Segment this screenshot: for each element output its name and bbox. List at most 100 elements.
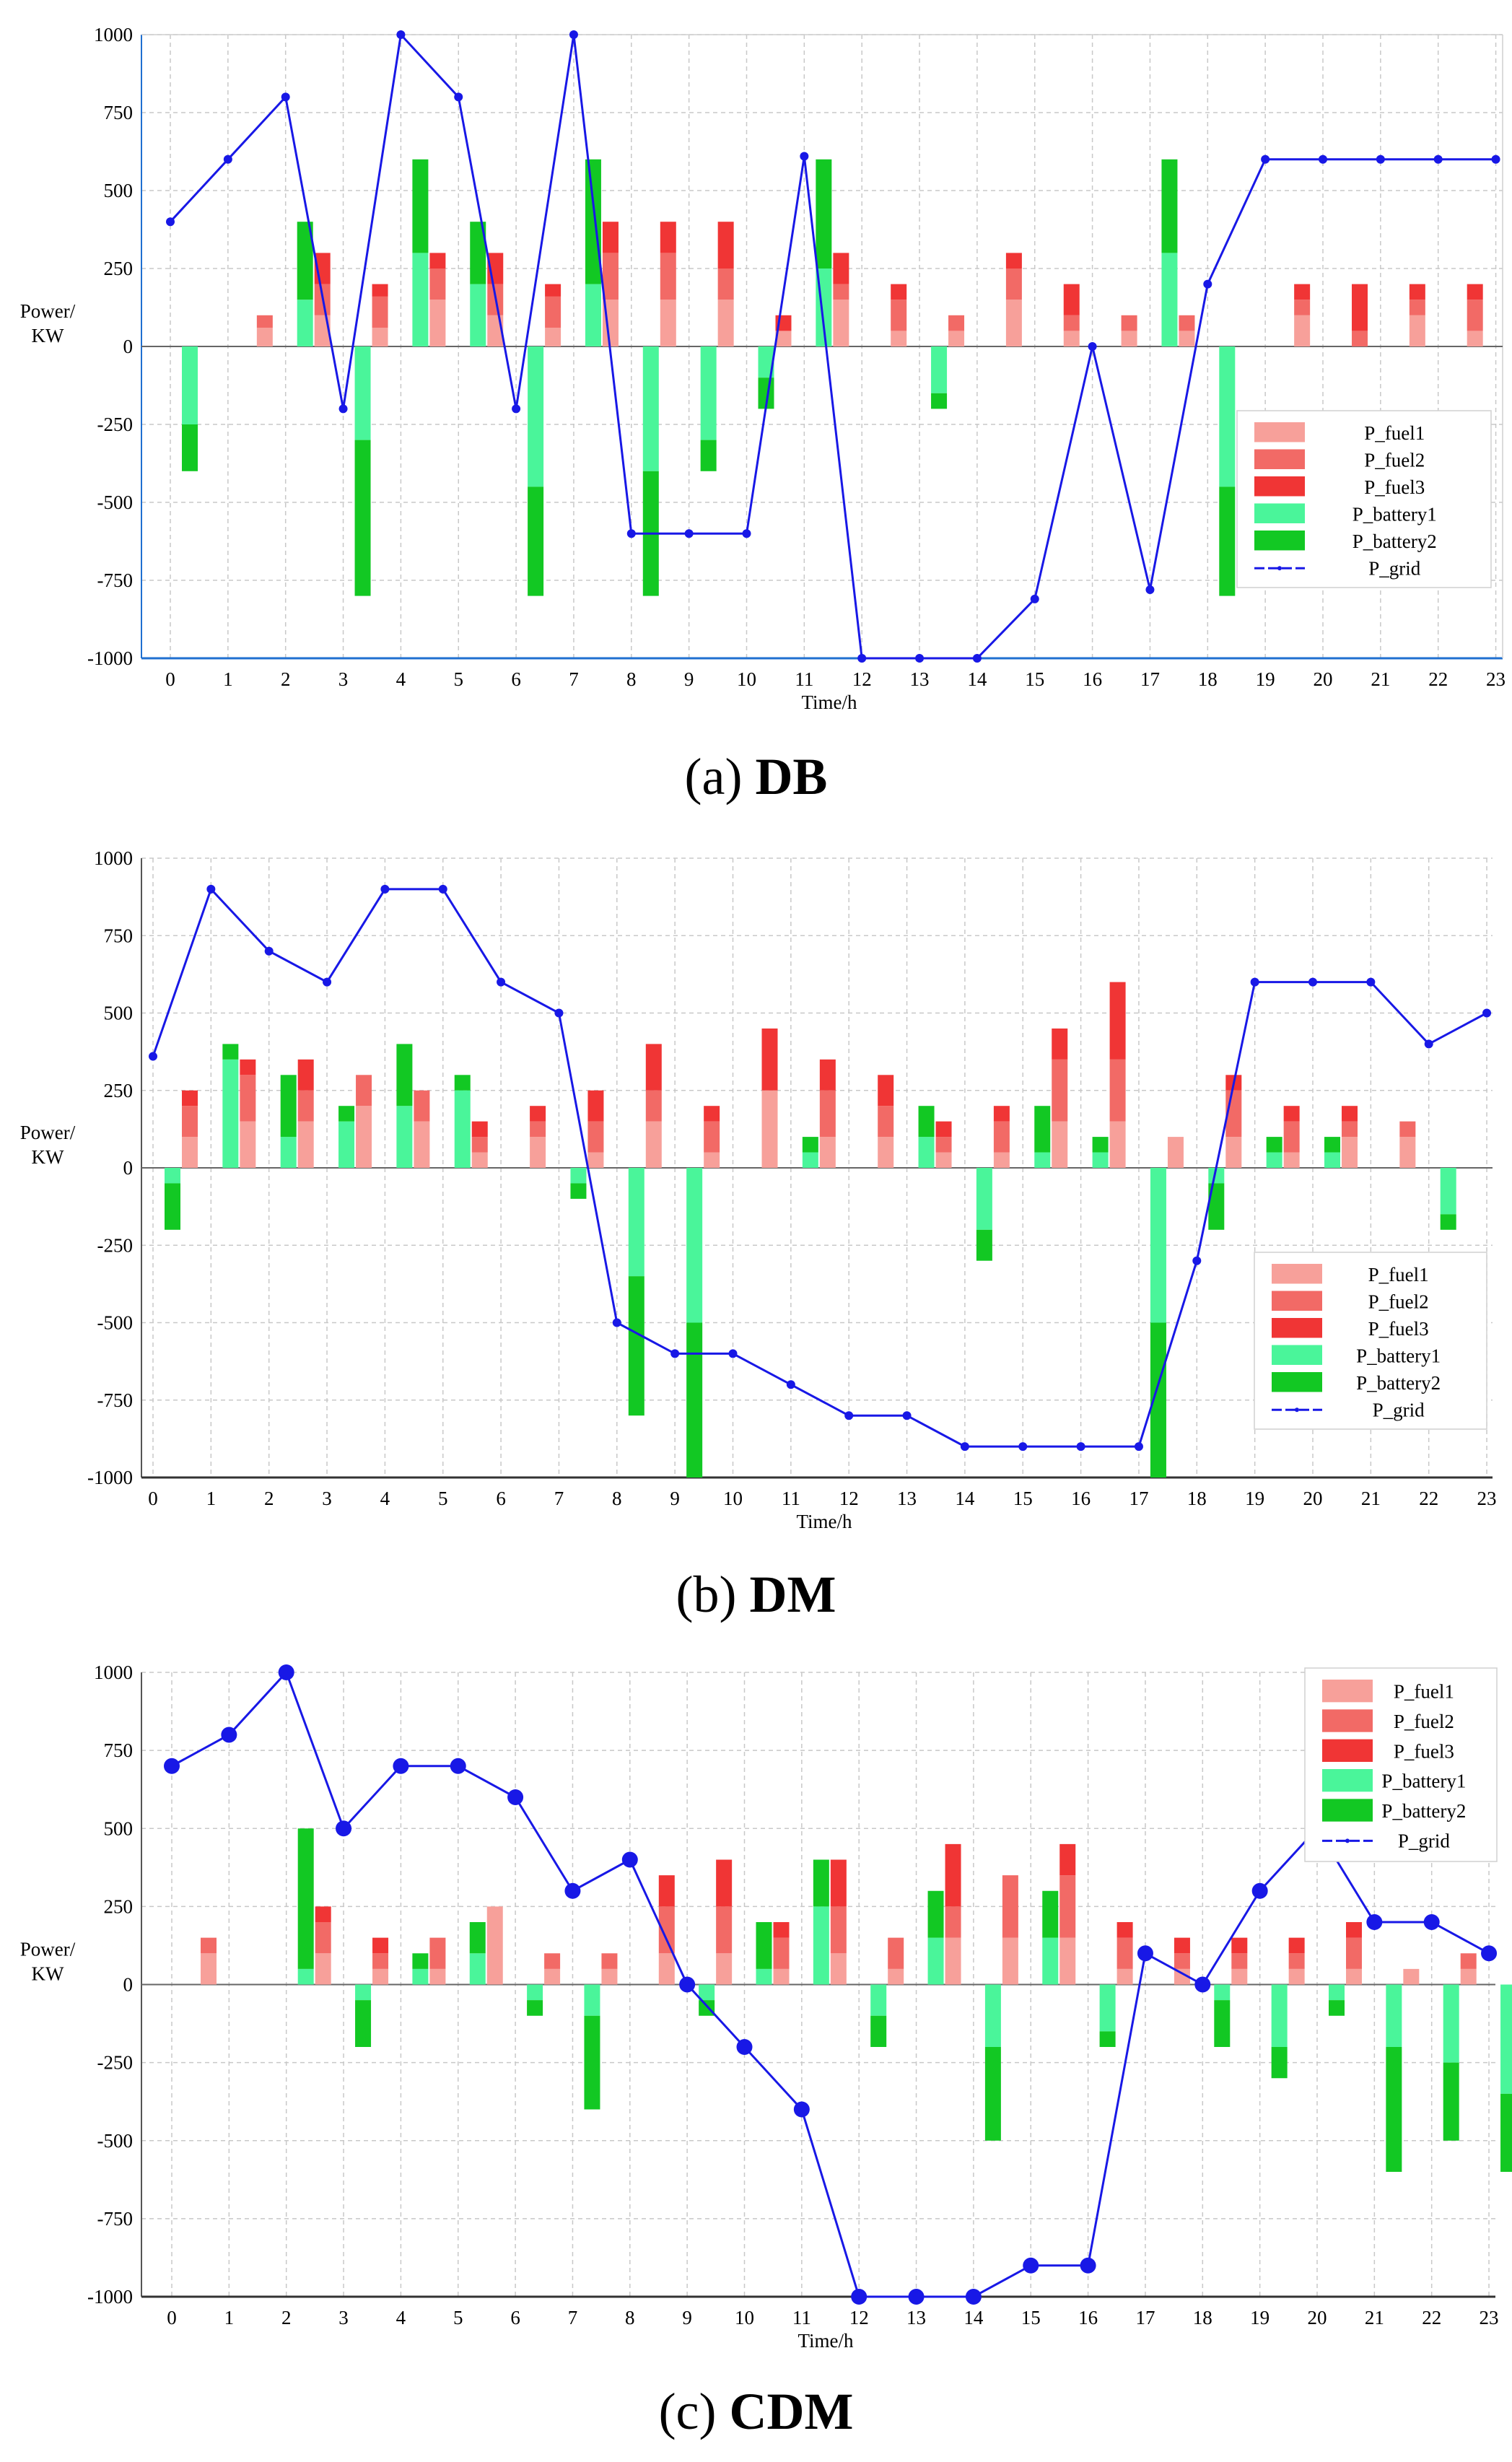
bar-p-fuel2	[182, 1106, 198, 1138]
bar-p-battery2	[686, 1322, 703, 1477]
x-tick-label: 12	[852, 668, 872, 690]
grid-power-point	[800, 152, 809, 161]
grid-power-point	[1023, 2257, 1039, 2274]
grid-power-point	[679, 1976, 696, 1993]
x-tick-label: 17	[1140, 668, 1160, 690]
bar-p-fuel1	[1283, 1152, 1300, 1168]
bar-p-fuel2	[878, 1106, 894, 1138]
x-tick-label: 16	[1071, 1488, 1091, 1509]
bar-p-fuel3	[717, 222, 734, 269]
bar-p-battery1	[182, 346, 198, 424]
bar-p-battery1	[396, 1106, 413, 1168]
bar-p-fuel1	[1346, 1968, 1362, 1985]
bar-p-fuel2	[602, 253, 619, 300]
bar-p-fuel2	[1342, 1121, 1358, 1138]
x-tick-label: 2	[281, 2307, 292, 2328]
bar-p-fuel3	[372, 1937, 389, 1954]
bar-p-fuel3	[297, 1059, 314, 1091]
grid-power-point	[786, 1380, 795, 1389]
grid-power-point	[626, 529, 636, 538]
y-tick-label: 1000	[94, 847, 133, 869]
bar-p-battery1	[1150, 1168, 1166, 1323]
x-tick-label: 20	[1303, 1488, 1323, 1509]
bar-p-battery1	[976, 1168, 992, 1230]
bar-p-battery2	[570, 1183, 587, 1199]
legend-swatch	[1272, 1291, 1322, 1311]
caption-b-letter: (b)	[676, 1566, 737, 1623]
x-tick-label: 20	[1308, 2307, 1327, 2328]
legend-swatch	[1272, 1345, 1322, 1365]
bar-p-fuel2	[530, 1121, 546, 1138]
y-axis-label-line1: Power/	[20, 300, 76, 322]
bar-p-fuel2	[1179, 315, 1195, 331]
y-tick-label: -1000	[87, 1467, 133, 1488]
bar-p-fuel1	[948, 331, 965, 346]
grid-power-point	[1491, 154, 1500, 164]
caption-a: (a) DB	[0, 747, 1512, 807]
bar-p-fuel2	[833, 284, 849, 300]
bar-p-battery2	[1042, 1890, 1059, 1938]
bar-p-fuel3	[658, 1875, 675, 1907]
bar-p-fuel2	[773, 1937, 790, 1969]
y-axis-label-line1: Power/	[20, 1122, 76, 1143]
bar-p-fuel1	[645, 1121, 662, 1168]
bar-p-fuel2	[545, 296, 561, 328]
x-tick-label: 3	[338, 2307, 349, 2328]
x-tick-label: 10	[735, 2307, 754, 2328]
bar-p-fuel1	[704, 1152, 720, 1168]
bar-p-fuel2	[1288, 1953, 1305, 1969]
x-tick-label: 1	[206, 1488, 217, 1509]
x-tick-label: 6	[496, 1488, 506, 1509]
legend-swatch	[1322, 1739, 1373, 1762]
bar-p-fuel1	[1063, 331, 1080, 346]
bar-p-battery2	[1271, 2047, 1288, 2079]
x-tick-label: 12	[839, 1488, 859, 1509]
y-tick-label: 1000	[94, 1662, 133, 1683]
bar-p-fuel2	[429, 269, 446, 300]
bar-p-battery1	[1324, 1152, 1340, 1168]
bar-p-fuel2	[1121, 315, 1137, 331]
bar-p-battery2	[870, 2015, 887, 2047]
x-tick-label: 16	[1078, 2307, 1098, 2328]
x-tick-label: 22	[1419, 1488, 1438, 1509]
grid-power-point	[728, 1349, 738, 1358]
bar-p-battery1	[984, 1984, 1001, 2047]
bar-p-battery2	[927, 1890, 944, 1938]
bar-p-fuel3	[240, 1059, 256, 1075]
bar-p-fuel1	[1167, 1137, 1184, 1168]
y-tick-label: -250	[97, 414, 134, 435]
bar-p-fuel2	[372, 1953, 389, 1969]
bar-p-battery2	[355, 2000, 372, 2047]
bar-p-battery1	[338, 1121, 355, 1168]
bar-p-fuel1	[833, 300, 849, 346]
grid-power-point	[221, 1727, 237, 1743]
legend-label: P_fuel1	[1364, 422, 1425, 444]
x-tick-label: 14	[955, 1488, 975, 1509]
x-tick-label: 10	[723, 1488, 743, 1509]
y-axis-label-line2: KW	[32, 1963, 64, 1985]
grid-power-point	[965, 2289, 982, 2305]
caption-a-name: DB	[755, 748, 828, 806]
bar-p-battery1	[280, 1137, 297, 1168]
bar-p-fuel3	[1467, 284, 1483, 300]
bar-p-fuel2	[891, 300, 907, 331]
bar-p-fuel1	[1288, 1968, 1305, 1985]
bar-p-fuel2	[1059, 1875, 1076, 1938]
bar-p-fuel1	[935, 1152, 952, 1168]
bar-p-fuel1	[1231, 1968, 1248, 1985]
bar-p-fuel1	[601, 1968, 618, 1985]
bar-p-battery1	[699, 1984, 715, 2001]
bar-p-fuel3	[1346, 1922, 1362, 1938]
bar-p-fuel3	[1288, 1937, 1305, 1954]
grid-power-point	[336, 1820, 352, 1837]
y-tick-label: 250	[104, 1080, 134, 1101]
bar-p-battery1	[570, 1168, 587, 1184]
bar-p-fuel1	[429, 300, 446, 346]
y-tick-label: -750	[97, 2208, 134, 2230]
bar-p-fuel3	[819, 1059, 836, 1091]
bar-p-fuel2	[1174, 1953, 1190, 1969]
grid-power-point	[1030, 594, 1039, 603]
bar-p-battery1	[354, 346, 371, 440]
bar-p-battery1	[527, 1984, 543, 2001]
